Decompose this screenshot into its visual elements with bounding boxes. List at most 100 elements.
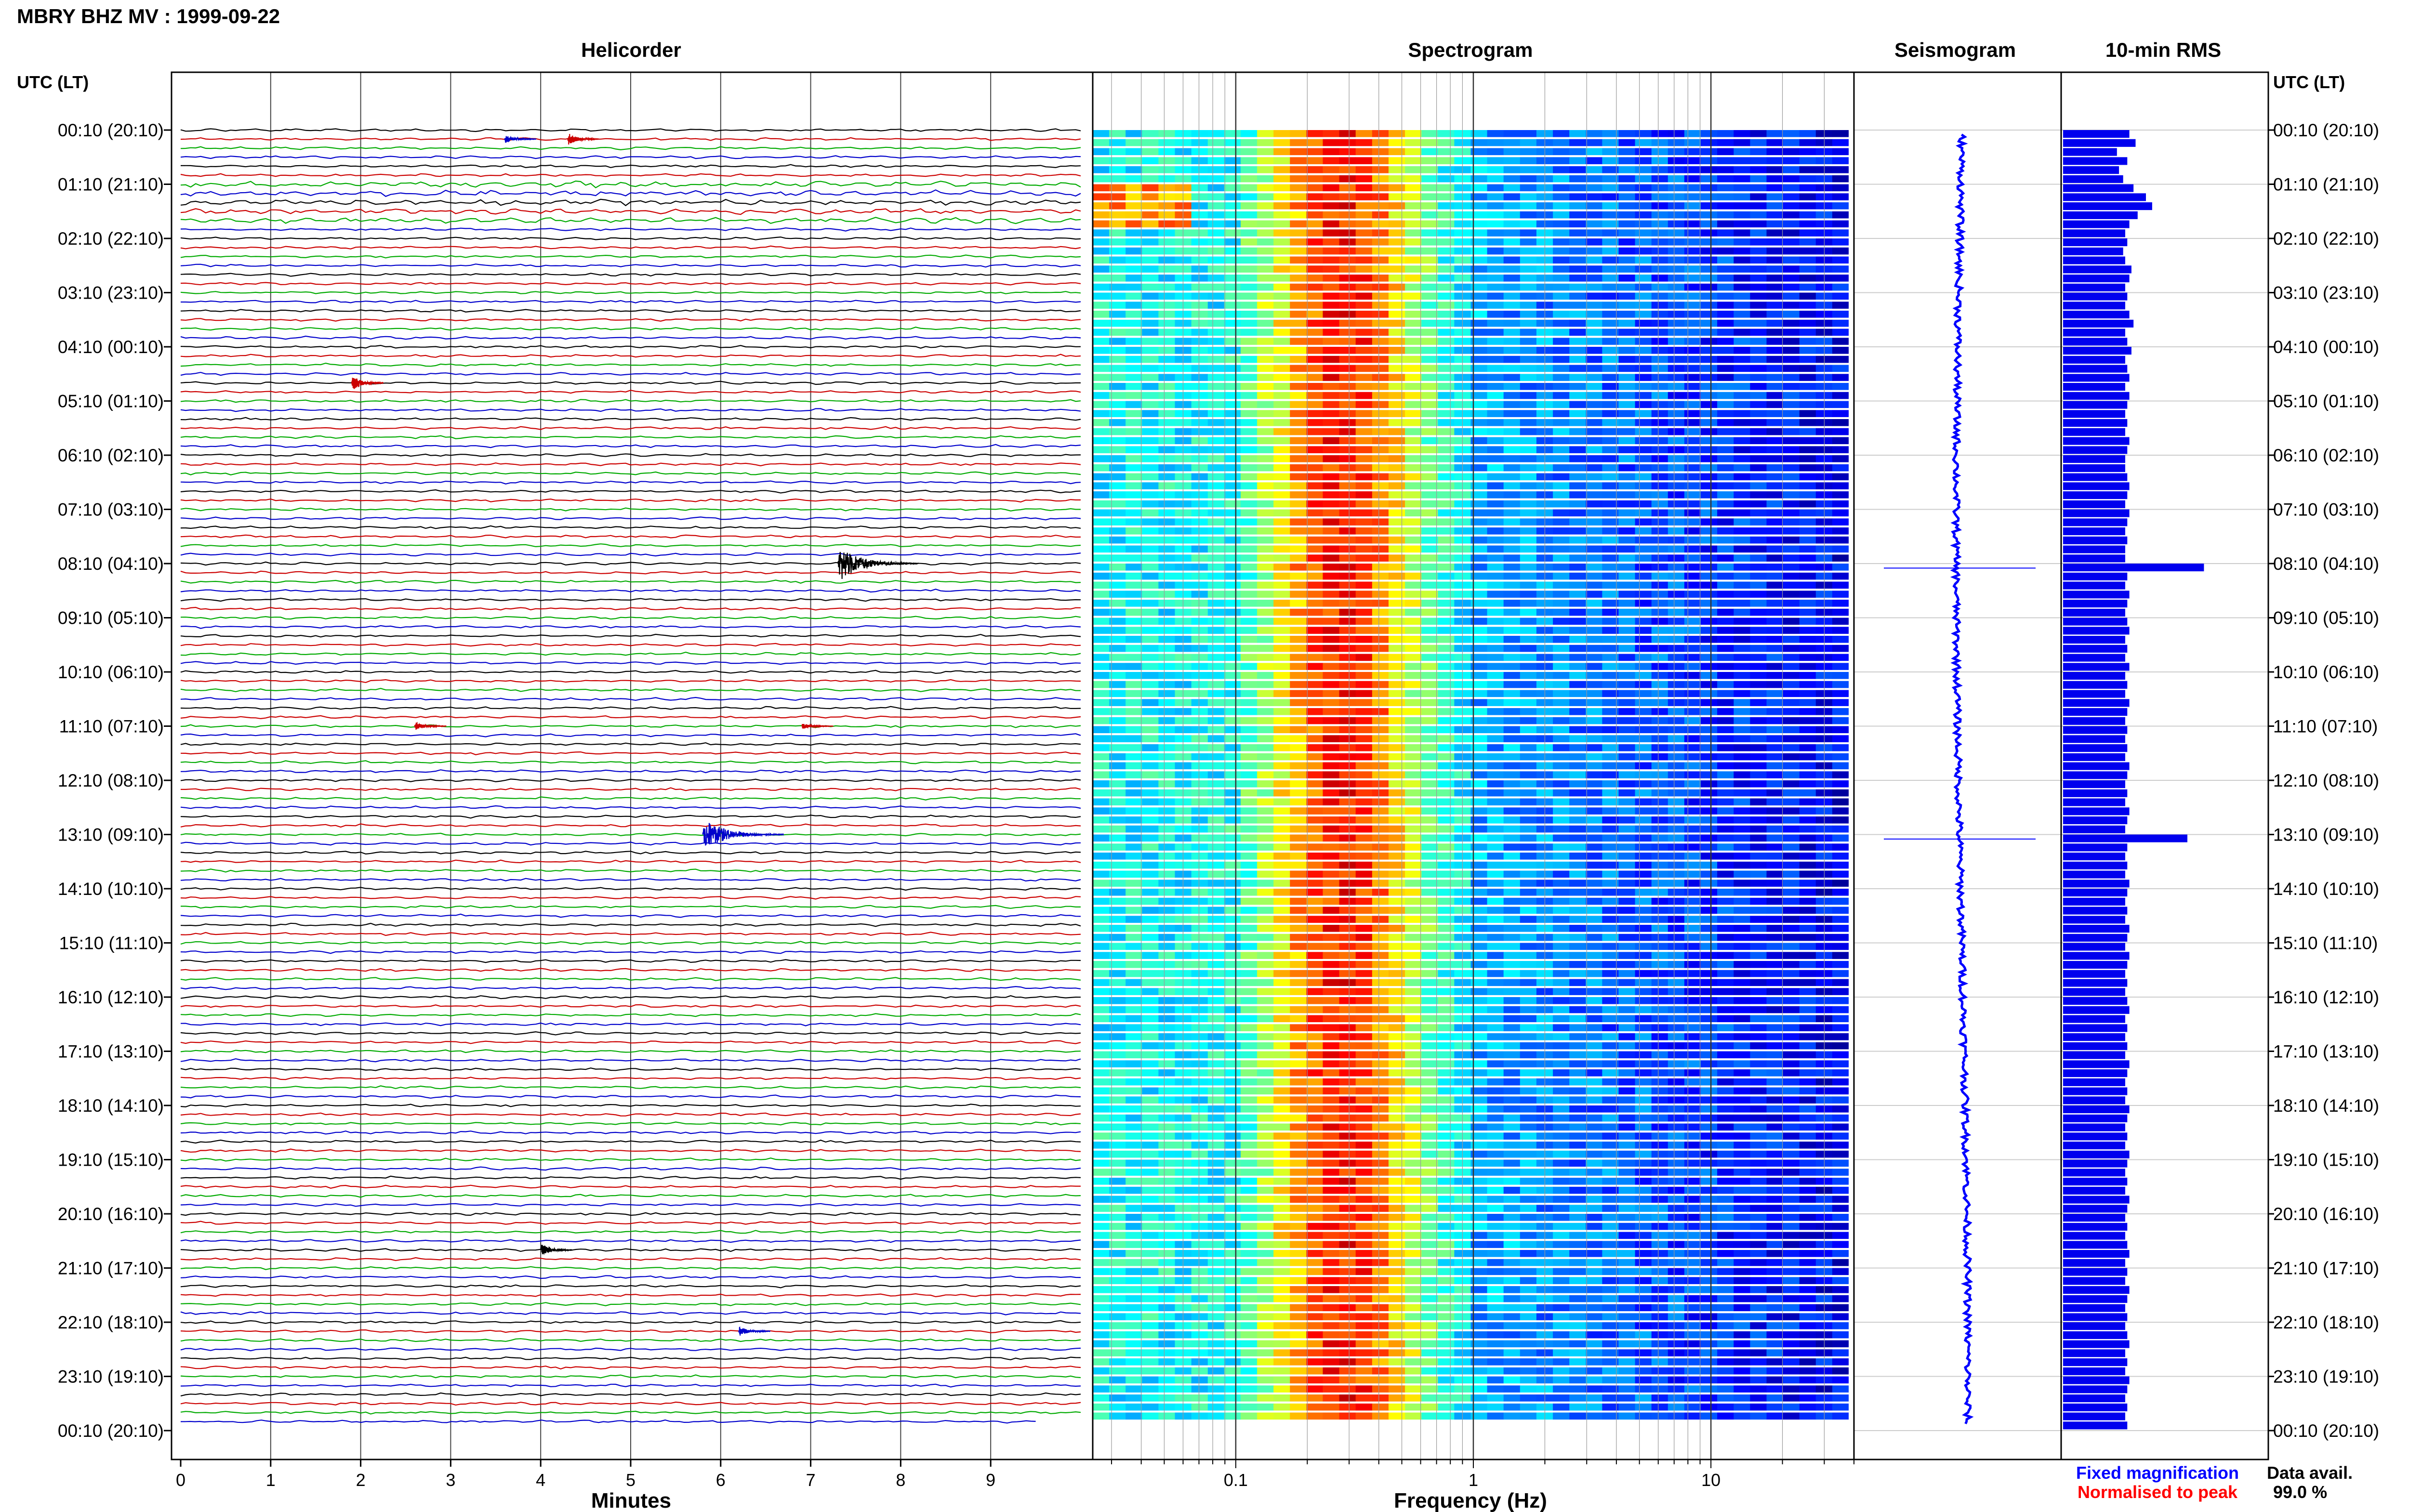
spectrogram-cell [1306,870,1324,878]
spectrogram-cell [1224,500,1241,508]
spectrogram-cell [1651,717,1668,724]
spectrogram-cell [1487,319,1504,327]
spectrogram-cell [1405,979,1422,986]
spectrogram-cell [1405,880,1422,887]
helicorder-trace [180,155,1081,159]
spectrogram-cell [1635,880,1652,887]
spectrogram-cell [1799,572,1816,580]
spectrogram-cell [1602,473,1619,481]
spectrogram-cell [1635,491,1652,499]
spectrogram-cell [1470,410,1488,417]
spectrogram-cell [1207,925,1225,932]
spectrogram-cell [1389,220,1405,228]
spectrogram-cell [1339,870,1356,878]
spectrogram-cell [1734,1006,1750,1013]
spectrogram-cell [1109,464,1126,472]
spectrogram-cell [1553,889,1570,896]
spectrogram-cell [1602,834,1619,842]
spectrogram-cell [1093,311,1110,318]
spectrogram-cell [1750,735,1767,742]
spectrogram-cell [1257,1042,1274,1050]
spectrogram-cell [1109,238,1126,246]
spectrogram-cell [1635,825,1652,833]
spectrogram-cell [1257,663,1274,670]
spectrogram-cell [1355,717,1373,724]
spectrogram-cell [1635,627,1652,634]
spectrogram-cell [1701,175,1718,183]
spectrogram-cell [1405,220,1422,228]
spectrogram-cell [1717,1033,1734,1040]
spectrogram-cell [1207,600,1225,607]
spectrogram-cell [1421,229,1438,237]
helicorder-trace [180,715,1081,720]
spectrogram-cell [1503,825,1521,833]
spectrogram-cell [1109,979,1126,986]
spectrogram-cell [1241,699,1257,706]
spectrogram-cell [1553,229,1570,237]
spectrogram-cell [1224,834,1241,842]
spectrogram-cell [1355,509,1373,517]
spectrogram-cell [1339,1042,1356,1050]
spectrogram-cell [1668,302,1685,309]
spectrogram-cell [1717,283,1734,291]
spectrogram-cell [1158,798,1176,806]
spectrogram-cell [1389,807,1405,815]
spectrogram-cell [1799,1024,1816,1031]
spectrogram-cell [1799,970,1816,977]
spectrogram-cell [1783,545,1800,553]
spectrogram-cell [1799,1033,1816,1040]
spectrogram-cell [1421,518,1438,526]
spectrogram-cell [1586,961,1602,968]
spectrogram-cell [1635,1033,1652,1040]
spectrogram-cell [1520,798,1537,806]
spectrogram-cell [1684,816,1701,824]
spectrogram-cell [1750,608,1767,616]
spectrogram-cell [1701,708,1718,715]
spectrogram-cell [1799,329,1816,336]
spectrogram-cell [1470,1051,1488,1059]
spectrogram-cell [1207,392,1225,399]
spectrogram-cell [1602,536,1619,544]
spectrogram-cell [1323,211,1340,219]
spectrogram-cell [1224,861,1241,869]
spectrogram-cell [1586,889,1602,896]
spectrogram-cell [1832,455,1849,462]
spectrogram-cell [1668,870,1685,878]
spectrogram-cell [1470,889,1488,896]
helicorder-trace [180,1356,1081,1361]
spectrogram-cell [1586,970,1602,977]
spectrogram-cell [1109,880,1126,887]
spectrogram-cell [1503,410,1521,417]
spectrogram-cell [1339,771,1356,778]
spectrogram-cell [1717,256,1734,264]
spectrogram-cell [1717,500,1734,508]
spectrogram-cell [1323,491,1340,499]
spectrogram-cell [1503,473,1521,481]
spectrogram-cell [1224,600,1241,607]
spectrogram-cell [1125,1024,1142,1031]
spectrogram-cell [1323,500,1340,508]
helicorder-trace [180,1374,1081,1379]
spectrogram-cell [1273,870,1290,878]
spectrogram-cell [1569,618,1586,625]
spectrogram-cell [1241,789,1257,797]
spectrogram-cell [1569,762,1586,770]
spectrogram-cell [1257,681,1274,688]
spectrogram-cell [1191,292,1208,300]
spectrogram-cell [1668,591,1685,598]
spectrogram-cell [1290,1033,1307,1040]
spectrogram-cell [1651,1015,1668,1023]
spectrogram-cell [1241,184,1257,192]
spectrogram-cell [1684,1015,1701,1023]
spectrogram-cell [1684,374,1701,381]
spectrogram-cell [1684,780,1701,788]
spectrogram-cell [1618,482,1636,489]
spectrogram-cell [1339,374,1356,381]
spectrogram-cell [1503,554,1521,562]
spectrogram-cell [1339,446,1356,453]
spectrogram-cell [1339,1006,1356,1013]
spectrogram-cell [1191,916,1208,923]
spectrogram-cell [1766,618,1784,625]
spectrogram-cell [1651,753,1668,761]
spectrogram-cell [1734,419,1750,426]
